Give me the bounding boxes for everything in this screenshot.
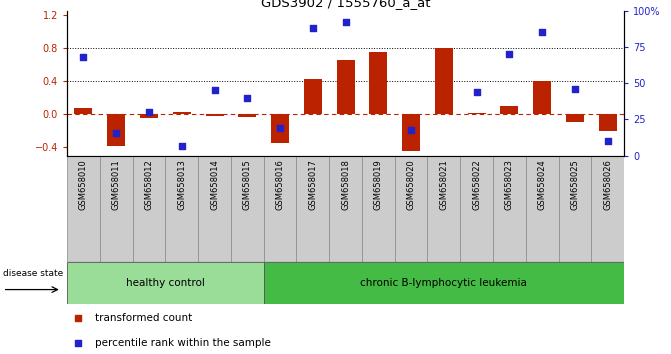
Point	[373, 0, 384, 3]
Bar	[460, 156, 493, 262]
Point	[144, 109, 154, 115]
Bar	[271, 114, 289, 143]
Bar	[205, 114, 223, 116]
Point	[406, 127, 417, 132]
Bar	[74, 108, 93, 114]
Bar	[172, 112, 191, 114]
Bar	[107, 114, 125, 146]
Point	[111, 130, 121, 135]
Title: GDS3902 / 1555760_a_at: GDS3902 / 1555760_a_at	[261, 0, 430, 10]
Text: GSM658016: GSM658016	[276, 159, 285, 210]
Bar	[140, 114, 158, 118]
Point	[442, 227, 452, 233]
Text: GSM658010: GSM658010	[79, 159, 88, 210]
Point	[78, 54, 89, 60]
Bar	[165, 156, 198, 262]
Bar	[558, 156, 591, 262]
Bar	[493, 156, 526, 262]
Text: GSM658025: GSM658025	[570, 159, 579, 210]
Text: GSM658020: GSM658020	[407, 159, 415, 210]
Bar	[566, 114, 584, 122]
Bar	[533, 81, 551, 114]
Bar	[501, 106, 519, 114]
Bar	[133, 156, 165, 262]
Bar	[337, 61, 354, 114]
Text: chronic B-lymphocytic leukemia: chronic B-lymphocytic leukemia	[360, 278, 527, 288]
Bar	[427, 156, 460, 262]
Bar	[304, 79, 322, 114]
Bar	[264, 262, 624, 304]
Point	[504, 51, 515, 57]
Text: GSM658023: GSM658023	[505, 159, 514, 210]
Text: GSM658024: GSM658024	[537, 159, 547, 210]
Bar	[67, 156, 100, 262]
Bar	[329, 156, 362, 262]
Text: GSM658012: GSM658012	[144, 159, 154, 210]
Point	[209, 88, 220, 93]
Bar	[435, 48, 453, 114]
Text: GSM658017: GSM658017	[308, 159, 317, 210]
Bar	[402, 114, 420, 151]
Bar	[362, 156, 395, 262]
Text: transformed count: transformed count	[95, 313, 192, 323]
Text: GSM658026: GSM658026	[603, 159, 612, 210]
Bar	[198, 156, 231, 262]
Text: GSM658015: GSM658015	[243, 159, 252, 210]
Text: GSM658022: GSM658022	[472, 159, 481, 210]
Text: disease state: disease state	[3, 269, 63, 278]
Text: GSM658018: GSM658018	[341, 159, 350, 210]
Bar	[67, 262, 264, 304]
Text: GSM658021: GSM658021	[440, 159, 448, 210]
Point	[442, 2, 452, 8]
Bar	[526, 156, 558, 262]
Point	[570, 86, 580, 92]
Text: GSM658013: GSM658013	[177, 159, 187, 210]
Bar	[369, 52, 387, 114]
Bar	[231, 156, 264, 262]
Bar	[468, 113, 486, 114]
Text: GSM658011: GSM658011	[112, 159, 121, 210]
Text: GSM658019: GSM658019	[374, 159, 383, 210]
Text: GSM658014: GSM658014	[210, 159, 219, 210]
Text: healthy control: healthy control	[126, 278, 205, 288]
Point	[242, 95, 253, 101]
Point	[274, 125, 285, 131]
Text: percentile rank within the sample: percentile rank within the sample	[95, 338, 271, 348]
Bar	[238, 114, 256, 117]
Bar	[264, 156, 297, 262]
Bar	[297, 156, 329, 262]
Point	[176, 143, 187, 148]
Point	[307, 25, 318, 31]
Bar	[100, 156, 133, 262]
Bar	[395, 156, 427, 262]
Point	[537, 30, 548, 35]
Bar	[591, 156, 624, 262]
Point	[340, 19, 351, 25]
Point	[471, 89, 482, 95]
Bar	[599, 114, 617, 131]
Point	[603, 138, 613, 144]
